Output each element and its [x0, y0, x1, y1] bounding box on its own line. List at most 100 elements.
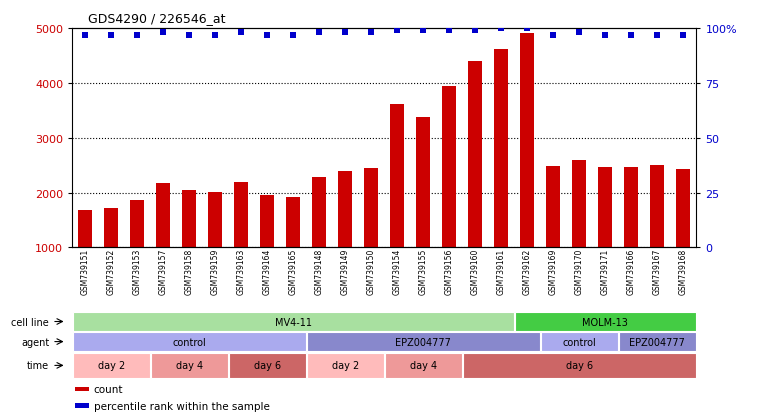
- Bar: [442, 86, 457, 248]
- Bar: [73, 313, 514, 331]
- Bar: [229, 353, 306, 378]
- Bar: [365, 169, 378, 248]
- Bar: [677, 170, 690, 248]
- Bar: [73, 332, 306, 351]
- Text: GSM739160: GSM739160: [471, 248, 479, 294]
- Point: [495, 26, 508, 32]
- Point: [79, 32, 91, 39]
- Text: GSM739170: GSM739170: [575, 248, 584, 294]
- Bar: [541, 332, 618, 351]
- Point: [626, 32, 638, 39]
- Text: count: count: [94, 384, 123, 394]
- Text: GSM739149: GSM739149: [341, 248, 350, 294]
- Text: day 4: day 4: [409, 361, 437, 370]
- Text: GSM739161: GSM739161: [497, 248, 506, 294]
- Bar: [286, 197, 301, 248]
- Text: GSM739167: GSM739167: [653, 248, 662, 294]
- Bar: [416, 118, 431, 248]
- Point: [158, 30, 170, 37]
- Bar: [234, 182, 248, 248]
- Point: [314, 30, 326, 37]
- Text: control: control: [562, 337, 596, 347]
- Text: day 6: day 6: [565, 361, 593, 370]
- Text: GDS4290 / 226546_at: GDS4290 / 226546_at: [88, 12, 225, 25]
- Point: [339, 30, 352, 37]
- Text: GSM739152: GSM739152: [107, 248, 116, 294]
- Point: [365, 30, 377, 37]
- Text: GSM739159: GSM739159: [211, 248, 220, 294]
- Text: control: control: [173, 337, 206, 347]
- Point: [209, 32, 221, 39]
- Text: day 4: day 4: [176, 361, 203, 370]
- Point: [573, 30, 585, 37]
- Bar: [338, 172, 352, 248]
- Bar: [260, 196, 275, 248]
- Text: percentile rank within the sample: percentile rank within the sample: [94, 401, 269, 411]
- Text: GSM739165: GSM739165: [289, 248, 298, 294]
- Bar: [385, 353, 462, 378]
- Bar: [598, 167, 613, 248]
- Bar: [650, 166, 664, 248]
- Text: MV4-11: MV4-11: [275, 317, 312, 327]
- Bar: [468, 62, 482, 248]
- Text: GSM739168: GSM739168: [679, 248, 688, 294]
- Text: GSM739150: GSM739150: [367, 248, 376, 294]
- Text: MOLM-13: MOLM-13: [582, 317, 629, 327]
- Bar: [209, 192, 222, 248]
- Text: GSM739169: GSM739169: [549, 248, 558, 294]
- Point: [287, 32, 299, 39]
- Bar: [572, 160, 587, 248]
- Text: GSM739166: GSM739166: [627, 248, 635, 294]
- Bar: [624, 168, 638, 248]
- Point: [443, 28, 455, 34]
- Point: [417, 28, 429, 34]
- Text: day 2: day 2: [332, 361, 359, 370]
- Bar: [182, 190, 196, 248]
- Text: GSM739155: GSM739155: [419, 248, 428, 294]
- Bar: [151, 353, 228, 378]
- Text: GSM739154: GSM739154: [393, 248, 402, 294]
- Text: GSM739162: GSM739162: [523, 248, 532, 294]
- Bar: [130, 201, 145, 248]
- Bar: [619, 332, 696, 351]
- Text: GSM739163: GSM739163: [237, 248, 246, 294]
- Text: GSM739148: GSM739148: [315, 248, 323, 294]
- Bar: [463, 353, 696, 378]
- Text: agent: agent: [21, 337, 49, 347]
- Text: EPZ004777: EPZ004777: [396, 337, 451, 347]
- Bar: [494, 50, 508, 248]
- Bar: [78, 211, 92, 248]
- Bar: [515, 313, 696, 331]
- Point: [105, 32, 117, 39]
- Text: GSM739157: GSM739157: [159, 248, 167, 294]
- Bar: [75, 404, 89, 408]
- Point: [521, 26, 533, 32]
- Bar: [307, 332, 540, 351]
- Bar: [521, 34, 534, 248]
- Point: [599, 32, 611, 39]
- Text: GSM739171: GSM739171: [601, 248, 610, 294]
- Text: cell line: cell line: [11, 317, 49, 327]
- Text: GSM739158: GSM739158: [185, 248, 194, 294]
- Text: GSM739151: GSM739151: [81, 248, 90, 294]
- Text: day 2: day 2: [97, 361, 125, 370]
- Text: EPZ004777: EPZ004777: [629, 337, 685, 347]
- Point: [547, 32, 559, 39]
- Bar: [156, 183, 170, 248]
- Bar: [312, 178, 326, 248]
- Bar: [73, 353, 150, 378]
- Point: [183, 32, 196, 39]
- Text: time: time: [27, 361, 49, 370]
- Point: [391, 28, 403, 34]
- Point: [651, 32, 664, 39]
- Text: GSM739153: GSM739153: [133, 248, 142, 294]
- Text: GSM739164: GSM739164: [263, 248, 272, 294]
- Point: [131, 32, 143, 39]
- Point: [677, 32, 689, 39]
- Point: [261, 32, 273, 39]
- Bar: [390, 104, 404, 248]
- Bar: [546, 167, 560, 248]
- Point: [235, 30, 247, 37]
- Point: [470, 28, 482, 34]
- Text: GSM739156: GSM739156: [445, 248, 454, 294]
